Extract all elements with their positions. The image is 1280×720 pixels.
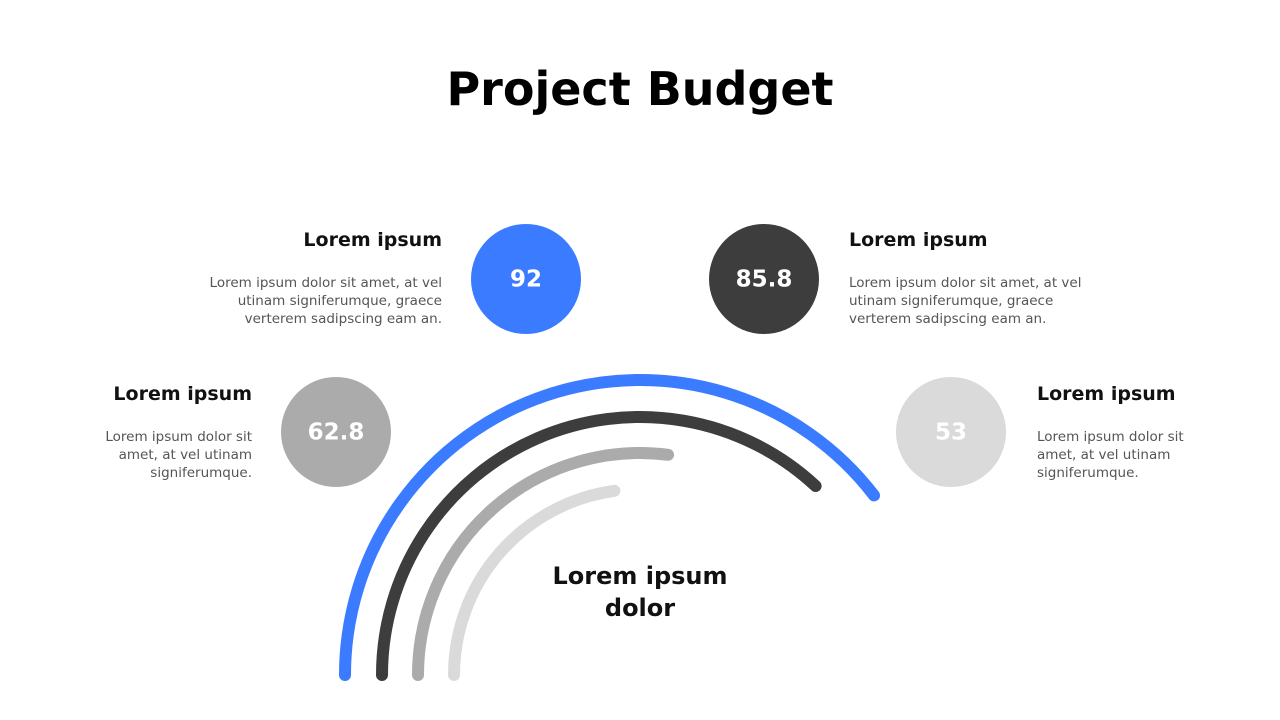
value-circle (709, 224, 819, 334)
item-description: Lorem ipsum dolor sit amet, at vel utina… (1037, 429, 1184, 481)
arc-bar (339, 374, 881, 681)
value-circle (281, 377, 391, 487)
arc-bar (412, 447, 675, 681)
arc-bar (448, 484, 621, 681)
item-description: Lorem ipsum dolor sit amet, at vel utina… (209, 275, 442, 327)
arc-bar (376, 411, 822, 681)
value-label: 85.8 (736, 267, 793, 293)
value-circle (471, 224, 581, 334)
value-label: 62.8 (308, 420, 365, 446)
item-heading: Lorem ipsum (1037, 383, 1176, 405)
item-description: Lorem ipsum dolor sit amet, at vel utina… (105, 429, 252, 481)
value-circle (896, 377, 1006, 487)
item-heading: Lorem ipsum (113, 383, 252, 405)
item-heading: Lorem ipsum (303, 229, 442, 251)
value-label: 53 (935, 420, 967, 446)
title: Project Budget (446, 62, 834, 116)
center-label: Lorem ipsum dolor (552, 562, 728, 622)
value-label: 92 (510, 267, 542, 293)
item-heading: Lorem ipsum (849, 229, 988, 251)
item-description: Lorem ipsum dolor sit amet, at vel utina… (849, 275, 1082, 327)
